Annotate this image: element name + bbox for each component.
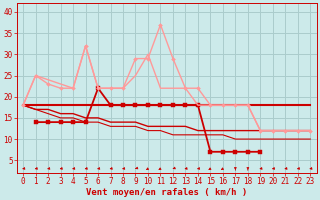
X-axis label: Vent moyen/en rafales ( km/h ): Vent moyen/en rafales ( km/h ) <box>86 188 247 197</box>
